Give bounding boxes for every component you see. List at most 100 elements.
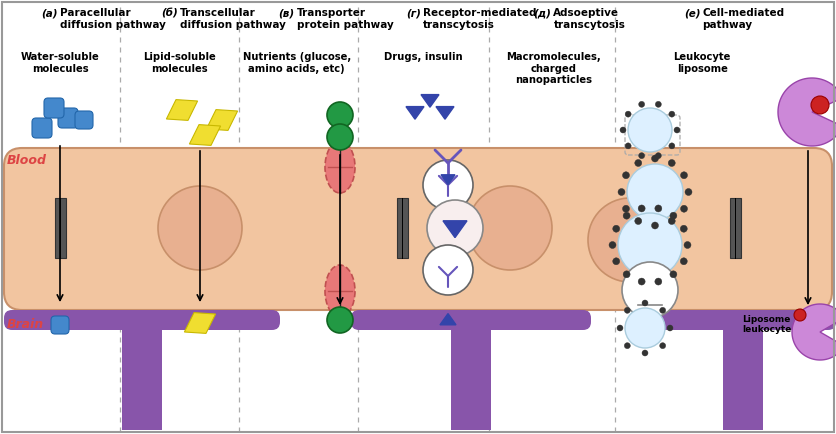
Circle shape bbox=[635, 159, 642, 167]
Circle shape bbox=[668, 217, 675, 224]
Circle shape bbox=[660, 343, 665, 349]
Circle shape bbox=[681, 172, 687, 179]
Circle shape bbox=[423, 160, 473, 210]
Circle shape bbox=[623, 205, 630, 212]
Circle shape bbox=[623, 271, 630, 278]
Circle shape bbox=[622, 262, 678, 318]
Text: Adsoeptive
transcytosis: Adsoeptive transcytosis bbox=[553, 8, 625, 30]
Circle shape bbox=[674, 127, 680, 133]
Circle shape bbox=[681, 205, 687, 212]
Circle shape bbox=[669, 111, 675, 117]
Circle shape bbox=[618, 213, 682, 277]
FancyBboxPatch shape bbox=[351, 310, 591, 330]
Circle shape bbox=[669, 143, 675, 149]
FancyBboxPatch shape bbox=[58, 108, 78, 128]
Circle shape bbox=[651, 222, 659, 229]
Circle shape bbox=[667, 325, 673, 331]
Circle shape bbox=[620, 127, 626, 133]
Text: Cell-mediated
pathway: Cell-mediated pathway bbox=[702, 8, 784, 30]
Text: Macromolecules,
charged
nanoparticles: Macromolecules, charged nanoparticles bbox=[506, 52, 601, 85]
Circle shape bbox=[468, 186, 552, 270]
Circle shape bbox=[639, 153, 645, 159]
Text: Brain: Brain bbox=[7, 319, 44, 332]
Circle shape bbox=[423, 245, 473, 295]
Circle shape bbox=[638, 278, 645, 285]
Circle shape bbox=[327, 102, 353, 128]
Polygon shape bbox=[406, 107, 424, 119]
Text: Blood: Blood bbox=[7, 154, 47, 167]
Circle shape bbox=[613, 225, 619, 232]
Circle shape bbox=[158, 186, 242, 270]
Polygon shape bbox=[440, 314, 456, 325]
FancyBboxPatch shape bbox=[650, 310, 836, 330]
Bar bbox=[122, 330, 162, 430]
Polygon shape bbox=[792, 304, 836, 360]
Text: (г): (г) bbox=[406, 8, 421, 18]
FancyBboxPatch shape bbox=[4, 148, 832, 310]
Circle shape bbox=[655, 278, 662, 285]
Polygon shape bbox=[441, 175, 455, 184]
Circle shape bbox=[625, 308, 665, 348]
Circle shape bbox=[623, 172, 630, 179]
Circle shape bbox=[624, 343, 630, 349]
Circle shape bbox=[609, 241, 616, 249]
Circle shape bbox=[628, 108, 672, 152]
Circle shape bbox=[627, 164, 683, 220]
Circle shape bbox=[588, 198, 672, 282]
Circle shape bbox=[660, 307, 665, 313]
Circle shape bbox=[639, 101, 645, 107]
Polygon shape bbox=[190, 125, 221, 145]
Circle shape bbox=[655, 153, 661, 159]
Circle shape bbox=[684, 241, 691, 249]
Circle shape bbox=[638, 205, 645, 212]
Circle shape bbox=[427, 200, 483, 256]
Bar bbox=[54, 198, 65, 258]
Bar bbox=[451, 330, 491, 430]
Circle shape bbox=[623, 212, 630, 219]
Text: Leukocyte
liposome: Leukocyte liposome bbox=[674, 52, 731, 74]
Circle shape bbox=[655, 205, 662, 212]
Circle shape bbox=[668, 159, 675, 167]
Text: Liposome
leukocyte: Liposome leukocyte bbox=[742, 315, 792, 335]
Circle shape bbox=[681, 258, 687, 265]
FancyBboxPatch shape bbox=[32, 118, 52, 138]
Circle shape bbox=[642, 350, 648, 356]
Text: Nutrients (glucose,
amino acids, etc): Nutrients (glucose, amino acids, etc) bbox=[242, 52, 351, 74]
Ellipse shape bbox=[325, 265, 355, 317]
Polygon shape bbox=[166, 100, 197, 120]
Circle shape bbox=[327, 124, 353, 150]
Text: (е): (е) bbox=[684, 8, 701, 18]
Circle shape bbox=[655, 101, 661, 107]
Text: (в): (в) bbox=[278, 8, 295, 18]
Text: Transporter
protein pathway: Transporter protein pathway bbox=[297, 8, 394, 30]
Circle shape bbox=[670, 271, 677, 278]
Circle shape bbox=[635, 217, 642, 224]
Circle shape bbox=[651, 155, 659, 162]
Bar bbox=[723, 330, 763, 430]
Polygon shape bbox=[778, 78, 836, 146]
Bar bbox=[730, 198, 741, 258]
Circle shape bbox=[624, 307, 630, 313]
Text: Paracellular
diffusion pathway: Paracellular diffusion pathway bbox=[60, 8, 166, 30]
Circle shape bbox=[327, 307, 353, 333]
Polygon shape bbox=[206, 110, 237, 130]
Circle shape bbox=[642, 300, 648, 306]
Circle shape bbox=[625, 111, 631, 117]
Polygon shape bbox=[185, 312, 216, 333]
FancyBboxPatch shape bbox=[44, 98, 64, 118]
FancyBboxPatch shape bbox=[4, 310, 280, 330]
Text: Lipid-soluble
molecules: Lipid-soluble molecules bbox=[143, 52, 217, 74]
Circle shape bbox=[685, 188, 692, 195]
Text: (б): (б) bbox=[161, 8, 178, 18]
Circle shape bbox=[617, 325, 623, 331]
Ellipse shape bbox=[325, 141, 355, 193]
FancyBboxPatch shape bbox=[51, 316, 69, 334]
Text: (а): (а) bbox=[42, 8, 59, 18]
Polygon shape bbox=[436, 107, 454, 119]
Bar bbox=[396, 198, 407, 258]
Circle shape bbox=[618, 188, 625, 195]
Text: Drugs, insulin: Drugs, insulin bbox=[384, 52, 462, 62]
Text: Receptor-mediated
transcytosis: Receptor-mediated transcytosis bbox=[423, 8, 537, 30]
Polygon shape bbox=[421, 95, 439, 107]
Circle shape bbox=[811, 96, 829, 114]
